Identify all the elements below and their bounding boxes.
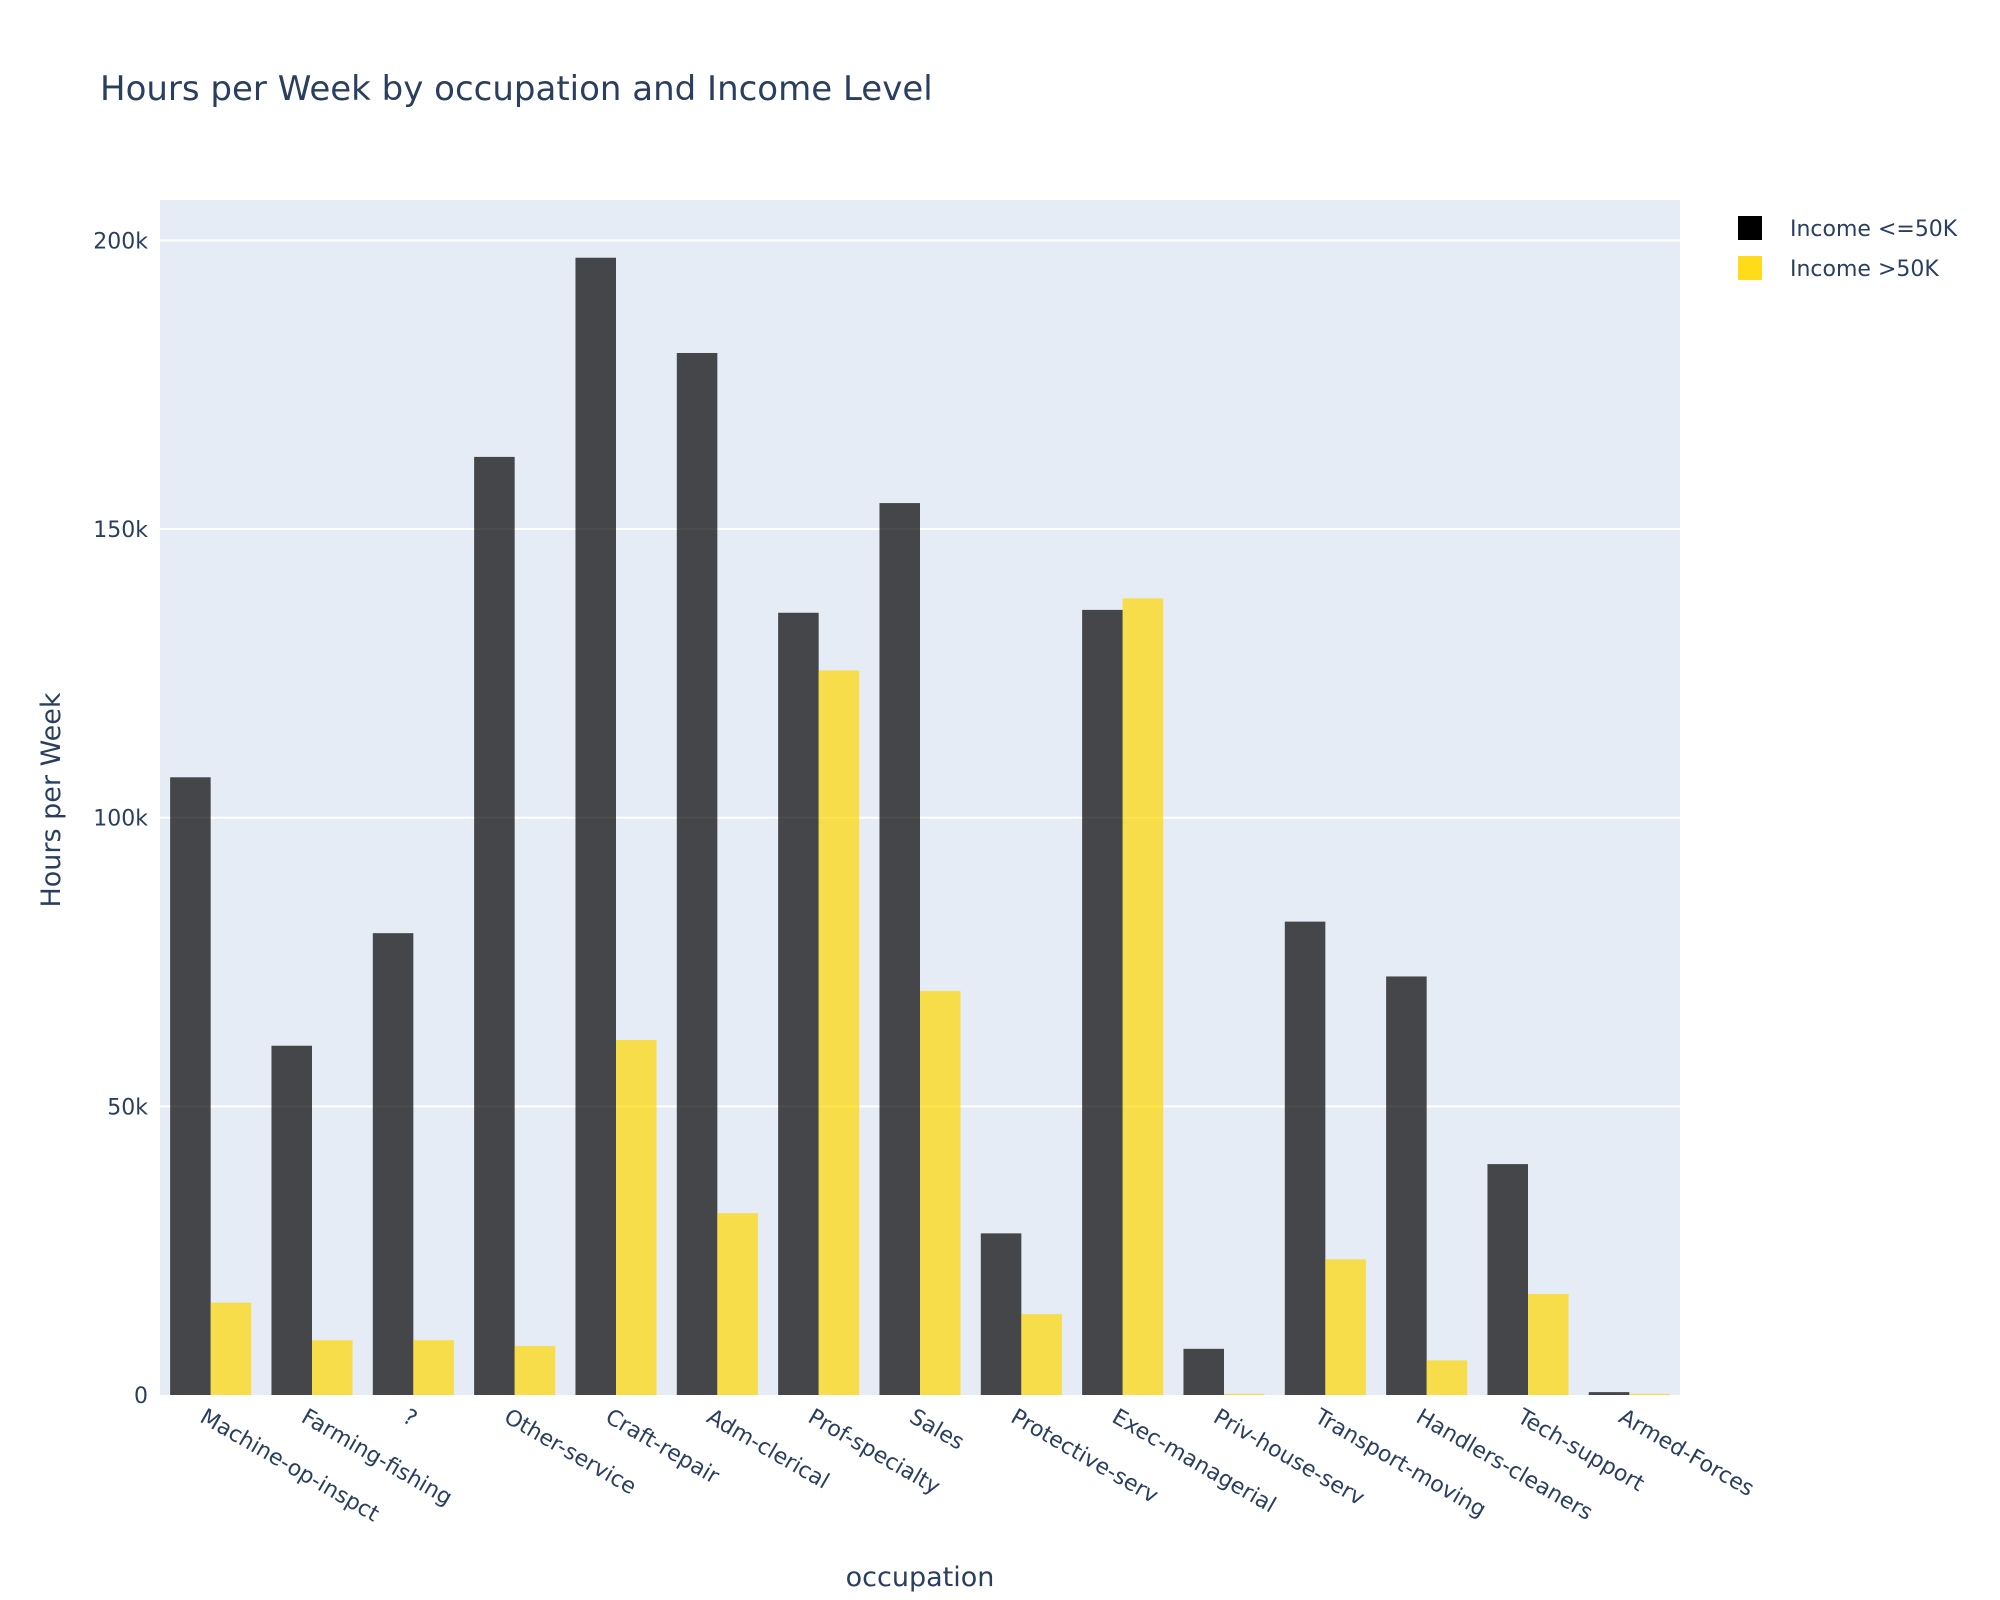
bar-income-le-50k-14[interactable] xyxy=(1588,1392,1630,1395)
y-tick-label: 150k xyxy=(93,518,148,543)
bar-income-le-50k-5[interactable] xyxy=(676,352,718,1395)
bar-income-gt-50k-12[interactable] xyxy=(1426,1360,1468,1395)
bar-income-gt-50k-10[interactable] xyxy=(1224,1393,1265,1395)
legend-swatch[interactable] xyxy=(1738,256,1762,280)
bar-income-le-50k-6[interactable] xyxy=(778,612,819,1395)
x-tick-label: Handlers-cleaners xyxy=(1412,1405,1597,1526)
bar-income-le-50k-1[interactable] xyxy=(271,1045,312,1395)
bar-income-le-50k-9[interactable] xyxy=(1082,609,1123,1395)
bar-income-le-50k-0[interactable] xyxy=(170,777,211,1395)
y-axis-title: Hours per Week xyxy=(36,692,67,907)
bar-income-le-50k-7[interactable] xyxy=(879,503,920,1395)
bar-income-le-50k-3[interactable] xyxy=(474,456,515,1396)
bar-income-gt-50k-8[interactable] xyxy=(1021,1314,1062,1395)
y-tick-label: 200k xyxy=(93,229,148,254)
bar-income-gt-50k-3[interactable] xyxy=(514,1345,556,1395)
y-tick-label: 100k xyxy=(93,807,148,832)
bar-income-le-50k-11[interactable] xyxy=(1284,921,1326,1395)
bar-income-gt-50k-4[interactable] xyxy=(616,1039,657,1395)
bar-income-gt-50k-6[interactable] xyxy=(818,670,860,1395)
bar-income-gt-50k-14[interactable] xyxy=(1629,1393,1670,1395)
chart-title: Hours per Week by occupation and Income … xyxy=(100,69,933,109)
x-tick-label: Exec-managerial xyxy=(1108,1405,1280,1519)
bar-income-gt-50k-1[interactable] xyxy=(312,1340,353,1395)
bar-income-le-50k-13[interactable] xyxy=(1487,1164,1528,1395)
x-tick-label: Machine-op-inspct xyxy=(196,1405,384,1528)
bar-income-le-50k-4[interactable] xyxy=(575,257,616,1395)
bar-income-le-50k-10[interactable] xyxy=(1183,1348,1224,1395)
legend-label[interactable]: Income >50K xyxy=(1790,257,1939,282)
x-tick-label: Transport-moving xyxy=(1309,1404,1490,1523)
bar-income-le-50k-12[interactable] xyxy=(1386,976,1427,1395)
bar-income-gt-50k-11[interactable] xyxy=(1325,1259,1366,1395)
bar-income-gt-50k-5[interactable] xyxy=(717,1213,758,1395)
bar-income-gt-50k-0[interactable] xyxy=(210,1302,252,1395)
x-tick-label: Sales xyxy=(905,1405,968,1456)
bar-income-gt-50k-13[interactable] xyxy=(1528,1293,1569,1395)
bar-income-le-50k-8[interactable] xyxy=(980,1233,1022,1395)
bars[interactable] xyxy=(170,257,1670,1396)
x-tick-label: ? xyxy=(398,1405,421,1432)
legend[interactable]: Income <=50K Income >50K xyxy=(1738,216,1958,282)
y-axis-ticks: 0 50k 100k 150k 200k xyxy=(93,229,148,1409)
bar-income-gt-50k-2[interactable] xyxy=(413,1340,454,1395)
legend-swatch[interactable] xyxy=(1738,216,1762,240)
y-tick-label: 50k xyxy=(107,1095,148,1120)
legend-label[interactable]: Income <=50K xyxy=(1790,217,1958,242)
y-tick-label: 0 xyxy=(134,1384,148,1409)
bar-income-le-50k-2[interactable] xyxy=(372,933,414,1395)
bar-income-gt-50k-7[interactable] xyxy=(920,990,961,1395)
x-axis-title: occupation xyxy=(846,1562,995,1593)
bar-income-gt-50k-9[interactable] xyxy=(1122,598,1164,1395)
